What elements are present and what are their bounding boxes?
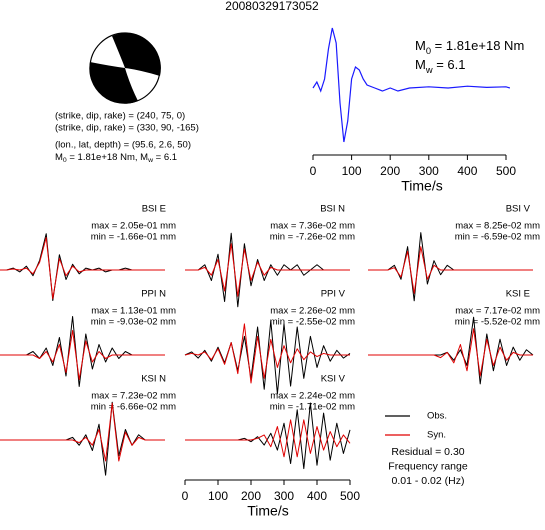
amplitude-label: max = 7.23e-02 mm xyxy=(91,391,176,402)
text-part: = 6.1 xyxy=(153,152,177,163)
beachball-quadrant xyxy=(89,62,138,104)
x-tick-label: 100 xyxy=(342,164,362,178)
focal-text: (strike, dip, rake) = (240, 75, 0) xyxy=(55,111,185,122)
x-tick-label: 400 xyxy=(307,489,327,503)
waveform-1 xyxy=(368,328,533,377)
focal-text: (strike, dip, rake) = (330, 90, -165) xyxy=(55,123,199,134)
beachball xyxy=(89,32,161,104)
waveform-1 xyxy=(184,323,350,384)
text-part: = 1.81e+18 Nm, xyxy=(67,152,140,163)
amplitude-label: min = -2.55e-02 mm xyxy=(270,317,355,328)
legend-label: Obs. xyxy=(427,411,447,422)
amplitude-label: min = -1.71e-02 mm xyxy=(270,402,355,413)
subscript: w xyxy=(425,65,433,75)
x-tick-label: 300 xyxy=(419,164,439,178)
x-axis-label: Time/s xyxy=(401,178,442,194)
station-label: KSI N xyxy=(141,374,166,385)
waveform-1 xyxy=(0,330,165,380)
note: Residual = 0.30 xyxy=(391,446,464,458)
amplitude-label: min = -6.66e-02 mm xyxy=(91,402,176,413)
x-tick-label: 500 xyxy=(496,164,516,178)
subscript: 0 xyxy=(63,157,67,164)
amplitude-label: max = 8.25e-02 mm xyxy=(455,221,540,232)
waveform-1 xyxy=(0,237,165,300)
waveform-0 xyxy=(185,232,350,308)
x-axis-label: Time/s xyxy=(247,503,288,519)
legend-label: Syn. xyxy=(427,430,446,441)
text-part: M xyxy=(55,152,63,163)
moment-line: M0 = 1.81e+18 Nm, Mw = 6.1 xyxy=(55,152,177,165)
waveform-1 xyxy=(0,402,165,462)
amplitude-label: min = -9.03e-02 mm xyxy=(91,317,176,328)
waveform-1 xyxy=(185,243,350,297)
text-part: = 1.81e+18 Nm xyxy=(431,38,524,53)
station-label: PPI N xyxy=(141,289,166,300)
magnitude-label: Mw = 6.1 xyxy=(415,57,465,75)
subscript: 0 xyxy=(426,46,431,56)
x-tick-label: 400 xyxy=(457,164,477,178)
focal-text: (lon., lat, depth) = (95.6, 2.6, 50) xyxy=(55,140,191,151)
note: Frequency range xyxy=(388,460,468,472)
moment-label: M0 = 1.81e+18 Nm xyxy=(415,38,524,56)
x-tick-label: 0 xyxy=(182,489,189,503)
amplitude-label: max = 7.17e-02 mm xyxy=(455,306,540,317)
source-time-function xyxy=(312,27,511,143)
beachball-quadrant xyxy=(112,33,161,76)
waveform-1 xyxy=(185,419,351,458)
amplitude-label: max = 1.13e-01 mm xyxy=(91,306,176,317)
amplitude-label: max = 2.05e-01 mm xyxy=(91,221,176,232)
amplitude-label: min = -5.52e-02 mm xyxy=(455,317,540,328)
x-tick-label: 500 xyxy=(340,489,360,503)
waveform-0 xyxy=(184,320,351,395)
waveform-1 xyxy=(368,246,533,294)
amplitude-label: min = -6.59e-02 mm xyxy=(455,232,540,243)
station-label: KSI E xyxy=(506,289,530,300)
amplitude-label: max = 7.36e-02 mm xyxy=(270,221,355,232)
station-label: PPI V xyxy=(321,289,346,300)
figure-title: 20080329173052 xyxy=(225,0,319,13)
station-label: BSI V xyxy=(506,204,531,215)
text-part: M xyxy=(415,57,426,72)
text-part: = 6.1 xyxy=(433,57,466,72)
x-tick-label: 200 xyxy=(380,164,400,178)
station-label: BSI N xyxy=(320,204,345,215)
amplitude-label: min = -7.26e-02 mm xyxy=(270,232,355,243)
station-label: KSI V xyxy=(321,374,346,385)
x-tick-label: 100 xyxy=(208,489,228,503)
text-part: M xyxy=(415,38,426,53)
amplitude-label: max = 2.24e-02 mm xyxy=(270,391,355,402)
x-tick-label: 300 xyxy=(274,489,294,503)
subscript: w xyxy=(147,157,153,164)
x-tick-label: 0 xyxy=(310,164,317,178)
note: 0.01 - 0.02 (Hz) xyxy=(392,475,465,487)
text-part: M xyxy=(140,152,148,163)
station-label: BSI E xyxy=(142,204,166,215)
amplitude-label: min = -1.66e-01 mm xyxy=(91,232,176,243)
amplitude-label: max = 2.26e-02 mm xyxy=(270,306,355,317)
x-tick-label: 200 xyxy=(241,489,261,503)
